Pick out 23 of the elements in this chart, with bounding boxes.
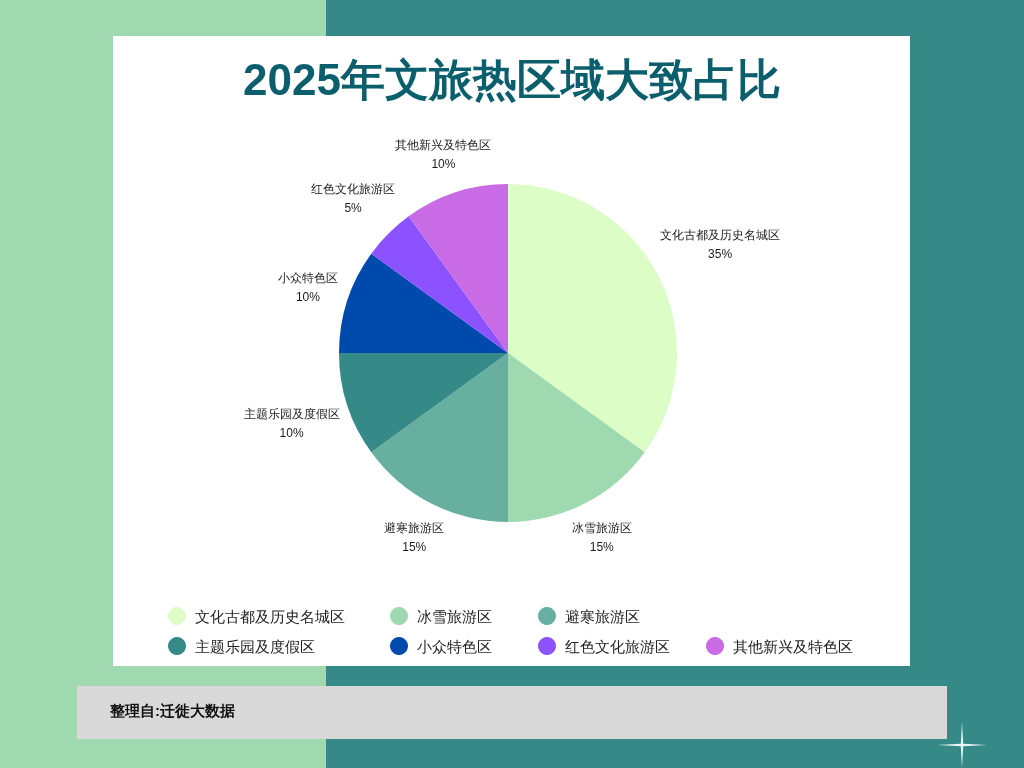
- legend-label: 主题乐园及度假区: [195, 637, 315, 655]
- slice-label: 冰雪旅游区: [571, 520, 632, 535]
- data-label: 10%: [279, 425, 304, 440]
- slice-label: 其他新兴及特色区: [395, 137, 492, 152]
- data-label: 35%: [708, 247, 733, 262]
- legend-label: 避寒旅游区: [565, 607, 640, 625]
- text: 整理自:迁徙大数据: [109, 702, 235, 719]
- data-label: 10%: [295, 290, 321, 305]
- data-label: 5%: [344, 200, 363, 215]
- legend-label: 冰雪旅游区: [417, 607, 492, 625]
- legend-label: 红色文化旅游区: [565, 637, 670, 655]
- chart-title: 2025年文旅热区域大致占比: [243, 54, 781, 104]
- slice-label: 避寒旅游区: [384, 520, 445, 535]
- slice-label: 红色文化旅游区: [311, 181, 396, 196]
- slice-label: 主题乐园及度假区: [243, 406, 340, 421]
- slice-label: 小众特色区: [277, 271, 338, 286]
- data-label: 10%: [431, 156, 456, 171]
- data-label: 15%: [402, 539, 427, 554]
- slice-label: 文化古都及历史名城区: [660, 228, 781, 243]
- legend-label: 其他新兴及特色区: [733, 637, 853, 655]
- legend-label: 文化古都及历史名城区: [195, 607, 345, 625]
- data-label: 15%: [589, 539, 615, 554]
- legend-label: 小众特色区: [417, 637, 492, 655]
